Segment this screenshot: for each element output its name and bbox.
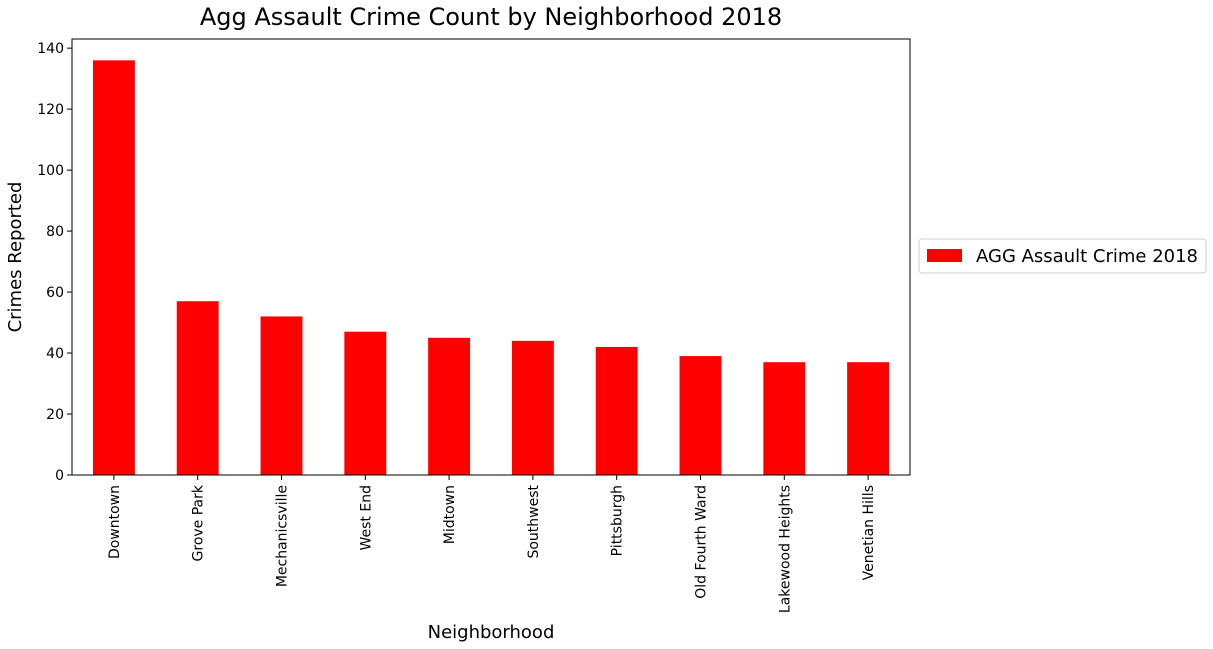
x-tick-label: Grove Park bbox=[191, 484, 207, 561]
bar bbox=[763, 362, 806, 475]
y-tick-label: 60 bbox=[46, 285, 64, 301]
y-axis-label: Crimes Reported bbox=[5, 182, 26, 333]
x-tick-label: West End bbox=[358, 485, 374, 550]
legend-label: AGG Assault Crime 2018 bbox=[976, 246, 1198, 267]
y-tick-label: 80 bbox=[46, 224, 64, 240]
plot-frame bbox=[71, 38, 911, 476]
ticks-layer: Downtown Grove Park Mechanicsville West End… bbox=[37, 41, 877, 613]
x-tick-label: Pittsburgh bbox=[610, 485, 626, 556]
x-tick-label: Southwest bbox=[526, 485, 542, 559]
legend: AGG Assault Crime 2018 bbox=[918, 238, 1207, 274]
bar bbox=[176, 301, 219, 475]
chart-title: Agg Assault Crime Count by Neighborhood … bbox=[200, 3, 782, 31]
bar bbox=[679, 356, 722, 475]
x-tick-label: Old Fourth Ward bbox=[694, 485, 710, 599]
bar bbox=[260, 316, 303, 475]
y-tick-label: 140 bbox=[37, 41, 64, 57]
x-tick-label: Midtown bbox=[442, 485, 458, 544]
x-tick-label: Venetian Hills bbox=[861, 485, 877, 580]
y-tick-label: 20 bbox=[46, 407, 64, 423]
bar bbox=[344, 331, 387, 475]
x-tick-label: Downtown bbox=[107, 485, 123, 559]
y-tick-label: 40 bbox=[46, 346, 64, 362]
x-axis-label: Neighborhood bbox=[428, 622, 555, 643]
bar bbox=[847, 362, 890, 475]
y-tick-label: 0 bbox=[55, 468, 64, 484]
x-tick-label: Lakewood Heights bbox=[777, 485, 793, 613]
bar bbox=[92, 60, 135, 476]
bar bbox=[511, 340, 554, 475]
legend-frame bbox=[918, 238, 1207, 274]
y-tick-label: 100 bbox=[37, 163, 64, 179]
bar bbox=[595, 346, 638, 475]
x-tick-label: Mechanicsville bbox=[275, 485, 291, 587]
y-tick-label: 120 bbox=[37, 102, 64, 118]
bar bbox=[428, 337, 471, 475]
bars-layer bbox=[92, 60, 890, 476]
legend-swatch bbox=[927, 249, 962, 262]
plot-area: Downtown Grove Park Mechanicsville West End… bbox=[37, 38, 911, 613]
